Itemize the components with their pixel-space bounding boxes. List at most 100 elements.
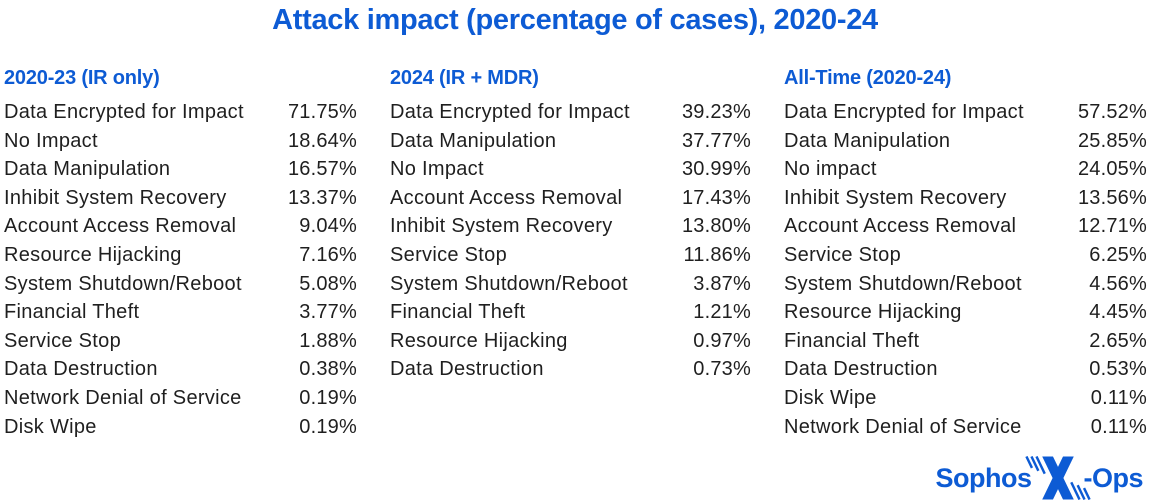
impact-label: Inhibit System Recovery [4, 186, 227, 209]
impact-value: 0.38% [299, 358, 357, 381]
impact-label: No Impact [390, 158, 484, 181]
page-title: Attack impact (percentage of cases), 202… [272, 4, 878, 36]
table-row: Account Access Removal 17.43% [390, 184, 751, 213]
table-2024-ir-mdr: 2024 (IR + MDR) Data Encrypted for Impac… [390, 67, 751, 441]
table-row: Resource Hijacking 7.16% [4, 241, 357, 270]
x-ops-x-icon [1025, 456, 1092, 500]
impact-value: 1.21% [693, 301, 751, 324]
table-row: Account Access Removal 9.04% [4, 212, 357, 241]
impact-value: 5.08% [299, 272, 357, 295]
impact-label: No Impact [4, 129, 98, 152]
table-row: Data Manipulation 37.77% [390, 127, 751, 156]
impact-value: 4.56% [1089, 272, 1147, 295]
table-row: Account Access Removal 12.71% [784, 212, 1147, 241]
impact-value: 0.19% [299, 415, 357, 438]
impact-value: 30.99% [681, 158, 751, 181]
impact-label: Service Stop [4, 329, 121, 352]
table-2020-23-ir-only: 2020-23 (IR only) Data Encrypted for Imp… [4, 67, 357, 441]
impact-value: 9.04% [299, 215, 357, 238]
impact-label: Service Stop [390, 243, 507, 266]
logo-suffix-text: -Ops [1083, 462, 1143, 493]
table-row: Service Stop 6.25% [784, 241, 1147, 270]
impact-value: 18.64% [287, 129, 357, 152]
impact-value: 39.23% [681, 101, 751, 123]
impact-value: 13.80% [681, 215, 751, 238]
column-rows: Data Encrypted for Impact 71.75% No Impact… [4, 98, 357, 441]
column-rows: Data Encrypted for Impact 57.52% Data Mani… [784, 98, 1147, 441]
impact-value: 57.52% [1077, 101, 1147, 123]
impact-label: Account Access Removal [4, 215, 237, 238]
impact-label: Service Stop [784, 243, 901, 266]
table-row: No Impact 18.64% [4, 127, 357, 156]
table-row: Network Denial of Service 0.19% [4, 384, 357, 413]
impact-label: Financial Theft [4, 301, 140, 324]
impact-value: 2.65% [1089, 329, 1147, 352]
impact-value: 6.25% [1089, 243, 1147, 266]
impact-label: Data Destruction [784, 358, 938, 381]
impact-label: No impact [784, 158, 877, 181]
table-row: Service Stop 1.88% [4, 327, 357, 356]
table-row: No impact 24.05% [784, 155, 1147, 184]
impact-value: 4.45% [1089, 301, 1147, 324]
impact-value: 0.11% [1090, 386, 1147, 409]
impact-label: System Shutdown/Reboot [4, 272, 242, 295]
impact-value: 24.05% [1077, 158, 1147, 181]
table-row: Network Denial of Service 0.11% [784, 413, 1147, 442]
logo-brand-text: Sophos [935, 462, 1032, 493]
table-row: Data Destruction 0.73% [390, 355, 751, 384]
table-row: Inhibit System Recovery 13.37% [4, 184, 357, 213]
table-all-time-2020-24: All-Time (2020-24) Data Encrypted for Im… [784, 67, 1147, 441]
impact-label: Network Denial of Service [4, 386, 242, 409]
impact-label: Data Manipulation [4, 158, 171, 181]
impact-value: 0.11% [1090, 415, 1147, 438]
impact-value: 0.19% [299, 386, 357, 409]
impact-label: Inhibit System Recovery [390, 215, 613, 238]
impact-label: Disk Wipe [784, 386, 877, 409]
impact-label: Financial Theft [784, 329, 920, 352]
table-row: Inhibit System Recovery 13.80% [390, 212, 751, 241]
impact-label: System Shutdown/Reboot [390, 272, 628, 295]
table-row: Financial Theft 3.77% [4, 298, 357, 327]
table-row: Financial Theft 1.21% [390, 298, 751, 327]
table-row: Data Manipulation 25.85% [784, 127, 1147, 156]
table-row: System Shutdown/Reboot 4.56% [784, 270, 1147, 299]
impact-value: 17.43% [681, 186, 751, 209]
table-row: Resource Hijacking 4.45% [784, 298, 1147, 327]
impact-value: 3.77% [299, 301, 357, 324]
impact-value: 16.57% [287, 158, 357, 181]
impact-value: 25.85% [1077, 129, 1147, 152]
table-row: Data Destruction 0.38% [4, 355, 357, 384]
impact-label: Inhibit System Recovery [784, 186, 1007, 209]
table-row: Disk Wipe 0.19% [4, 413, 357, 442]
impact-label: Resource Hijacking [390, 329, 568, 352]
table-row: Disk Wipe 0.11% [784, 384, 1147, 413]
table-row: Financial Theft 2.65% [784, 327, 1147, 356]
impact-value: 3.87% [693, 272, 751, 295]
table-row: Data Encrypted for Impact 71.75% [4, 98, 357, 127]
impact-label: Data Encrypted for Impact [784, 101, 1024, 123]
impact-value: 71.75% [287, 101, 357, 123]
impact-label: Financial Theft [390, 301, 526, 324]
impact-value: 13.56% [1077, 186, 1147, 209]
table-row: Inhibit System Recovery 13.56% [784, 184, 1147, 213]
impact-value: 7.16% [299, 243, 357, 266]
table-row: Data Encrypted for Impact 57.52% [784, 98, 1147, 127]
column-header: 2024 (IR + MDR) [390, 67, 539, 89]
table-row: No Impact 30.99% [390, 155, 751, 184]
impact-value: 11.86% [683, 243, 751, 266]
impact-value: 0.97% [693, 329, 751, 352]
impact-value: 13.37% [287, 186, 357, 209]
impact-label: Data Encrypted for Impact [4, 101, 244, 123]
column-rows: Data Encrypted for Impact 39.23% Data Mani… [390, 98, 751, 384]
impact-label: Data Destruction [4, 358, 158, 381]
impact-tables: 2020-23 (IR only) Data Encrypted for Imp… [0, 67, 1150, 441]
impact-label: Resource Hijacking [784, 301, 962, 324]
impact-label: Data Destruction [390, 358, 544, 381]
table-row: Service Stop 11.86% [390, 241, 751, 270]
table-row: Data Destruction 0.53% [784, 355, 1147, 384]
impact-label: Account Access Removal [784, 215, 1017, 238]
impact-value: 0.73% [693, 358, 751, 381]
impact-label: Data Encrypted for Impact [390, 101, 630, 123]
impact-label: Data Manipulation [390, 129, 557, 152]
impact-label: Account Access Removal [390, 186, 623, 209]
